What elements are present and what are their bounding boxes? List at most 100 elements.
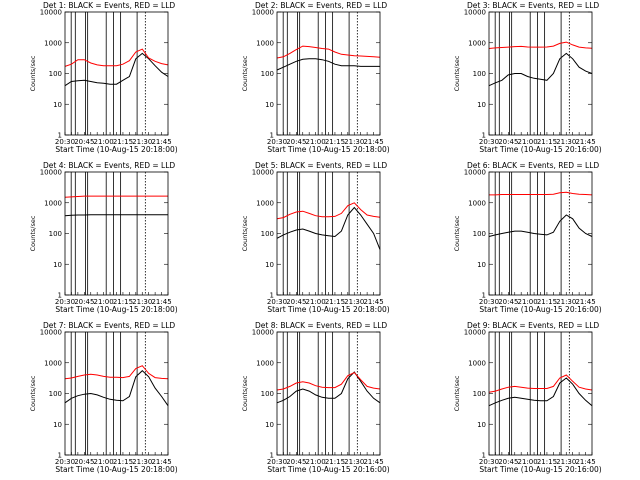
plot-frame (276, 171, 381, 296)
y-tick-label: 10000 (464, 329, 486, 337)
x-tick-label: 21:45 (575, 298, 595, 306)
series-line-events (64, 370, 169, 406)
x-tick-label: 20:30 (55, 298, 75, 306)
x-tick-label: 21:30 (556, 298, 576, 306)
y-axis-label: Counts/sec (29, 55, 37, 91)
y-tick-label: 10000 (464, 169, 486, 177)
x-tick-label: 20:30 (479, 458, 499, 466)
y-tick-label: 1 (482, 132, 486, 140)
y-tick-label: 1 (58, 292, 62, 300)
y-tick-label: 10 (265, 101, 274, 109)
y-axis-label: Counts/sec (453, 215, 461, 251)
series-line-events (276, 371, 381, 404)
x-tick-label: 21:45 (151, 138, 171, 146)
x-tick-label: 20:30 (267, 298, 287, 306)
x-tick-label: 21:15 (325, 458, 345, 466)
plot-frame (488, 331, 593, 456)
y-tick-label: 1000 (256, 199, 274, 207)
chart-title: Det 2: BLACK = Events, RED = LLD (255, 1, 387, 10)
y-tick-label: 100 (473, 230, 486, 238)
series-line-lld (276, 45, 381, 59)
x-tick-label: 21:15 (537, 138, 557, 146)
chart-panel-8: Det 8: BLACK = Events, RED = LLD 1 10 100 10… (241, 321, 390, 474)
y-tick-label: 1 (58, 452, 62, 460)
x-tick-label: 21:30 (344, 298, 364, 306)
x-axis-label: Start Time (10-Aug-15 20:18:00) (267, 305, 389, 314)
x-tick-label: 21:00 (518, 138, 538, 146)
plot-frame (276, 331, 381, 456)
y-tick-label: 10000 (252, 169, 274, 177)
x-tick-label: 20:45 (74, 138, 94, 146)
y-tick-label: 10 (477, 421, 486, 429)
y-tick-label: 10000 (252, 9, 274, 17)
x-tick-label: 20:30 (55, 138, 75, 146)
chart-title: Det 7: BLACK = Events, RED = LLD (43, 321, 175, 330)
y-tick-label: 1 (270, 292, 274, 300)
y-tick-label: 10 (53, 101, 62, 109)
chart-panel-4: Det 4: BLACK = Events, RED = LLD 1 10 100 10… (29, 161, 178, 314)
series-line-events (64, 214, 168, 217)
x-tick-label: 21:30 (344, 458, 364, 466)
y-axis-label: Counts/sec (241, 375, 249, 411)
y-tick-label: 100 (473, 70, 486, 78)
series-line-events (276, 206, 381, 250)
series-line-events (276, 58, 380, 71)
y-axis-label: Counts/sec (29, 215, 37, 251)
y-tick-label: 1000 (468, 39, 486, 47)
series-line-lld (489, 191, 593, 196)
y-tick-label: 1000 (256, 359, 274, 367)
chart-panel-1: Det 1: BLACK = Events, RED = LLD 1 10 100 10… (29, 1, 178, 154)
x-tick-label: 21:45 (151, 298, 171, 306)
series-line-lld (276, 202, 381, 220)
chart-title: Det 1: BLACK = Events, RED = LLD (43, 1, 175, 10)
x-tick-label: 20:45 (286, 138, 306, 146)
x-tick-label: 21:30 (132, 458, 152, 466)
y-tick-label: 100 (261, 230, 274, 238)
x-tick-label: 21:00 (518, 298, 538, 306)
x-tick-label: 21:45 (363, 138, 383, 146)
x-tick-label: 21:00 (306, 138, 326, 146)
chart-title: Det 5: BLACK = Events, RED = LLD (255, 161, 387, 170)
y-tick-label: 10000 (40, 9, 62, 17)
y-axis-label: Counts/sec (453, 375, 461, 411)
series-line-lld (488, 41, 593, 49)
y-tick-label: 1 (58, 132, 62, 140)
y-tick-label: 1000 (44, 359, 62, 367)
x-tick-label: 21:00 (94, 138, 114, 146)
chart-panel-3: Det 3: BLACK = Events, RED = LLD 1 10 100 10… (453, 1, 602, 154)
x-axis-label: Start Time (10-Aug-15 20:16:00) (479, 305, 601, 314)
x-tick-label: 21:30 (344, 138, 364, 146)
x-tick-label: 20:45 (498, 298, 518, 306)
series-line-lld (64, 195, 168, 198)
x-tick-label: 21:00 (306, 458, 326, 466)
y-tick-label: 10 (477, 261, 486, 269)
y-axis-label: Counts/sec (29, 375, 37, 411)
y-tick-label: 100 (49, 70, 62, 78)
x-tick-label: 21:00 (518, 458, 538, 466)
x-tick-label: 21:15 (113, 138, 133, 146)
series-line-events (64, 52, 169, 87)
series-line-lld (64, 365, 169, 380)
x-tick-label: 20:45 (286, 458, 306, 466)
chart-title: Det 4: BLACK = Events, RED = LLD (43, 161, 175, 170)
x-tick-label: 21:15 (113, 298, 133, 306)
x-tick-label: 21:30 (132, 298, 152, 306)
x-tick-label: 20:30 (479, 138, 499, 146)
x-tick-label: 21:30 (556, 138, 576, 146)
y-tick-label: 1000 (468, 359, 486, 367)
x-tick-label: 21:00 (94, 458, 114, 466)
x-tick-label: 20:45 (498, 458, 518, 466)
y-tick-label: 1 (482, 452, 486, 460)
y-tick-label: 1 (482, 292, 486, 300)
y-tick-label: 10 (265, 261, 274, 269)
y-tick-label: 100 (49, 230, 62, 238)
x-tick-label: 21:45 (151, 458, 171, 466)
plot-frame (488, 11, 593, 136)
x-tick-label: 21:15 (537, 298, 557, 306)
y-tick-label: 1000 (44, 199, 62, 207)
y-tick-label: 1 (270, 132, 274, 140)
plot-frame (64, 11, 169, 136)
y-axis-label: Counts/sec (241, 215, 249, 251)
x-axis-label: Start Time (10-Aug-15 20:18:00) (267, 145, 389, 154)
